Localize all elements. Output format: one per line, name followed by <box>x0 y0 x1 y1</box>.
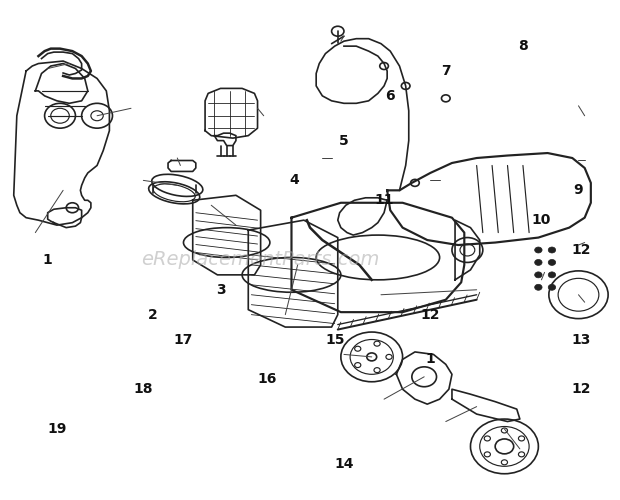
Text: 16: 16 <box>257 372 277 386</box>
Text: 17: 17 <box>174 332 193 346</box>
Circle shape <box>548 272 556 278</box>
Circle shape <box>534 284 542 290</box>
Text: 18: 18 <box>133 382 153 396</box>
Circle shape <box>534 272 542 278</box>
Text: 2: 2 <box>148 308 157 322</box>
Text: 1: 1 <box>43 253 53 267</box>
Circle shape <box>534 247 542 253</box>
Text: 14: 14 <box>334 457 353 471</box>
Text: 6: 6 <box>386 89 395 103</box>
Text: 3: 3 <box>216 283 225 297</box>
Text: 12: 12 <box>572 382 591 396</box>
Circle shape <box>548 284 556 290</box>
Text: 1: 1 <box>425 352 435 366</box>
Text: eReplacementParts.com: eReplacementParts.com <box>141 250 380 270</box>
Circle shape <box>548 247 556 253</box>
Text: 12: 12 <box>572 243 591 257</box>
Circle shape <box>534 260 542 266</box>
Text: 19: 19 <box>47 422 66 436</box>
Text: 13: 13 <box>572 332 591 346</box>
Text: 11: 11 <box>374 194 394 207</box>
Circle shape <box>548 260 556 266</box>
Text: 15: 15 <box>325 332 345 346</box>
Text: 12: 12 <box>420 308 440 322</box>
Text: 5: 5 <box>339 134 349 147</box>
Text: 9: 9 <box>574 184 583 198</box>
Text: 7: 7 <box>441 64 451 78</box>
Text: 8: 8 <box>518 39 528 53</box>
Text: 4: 4 <box>290 174 299 188</box>
Text: 10: 10 <box>532 213 551 227</box>
